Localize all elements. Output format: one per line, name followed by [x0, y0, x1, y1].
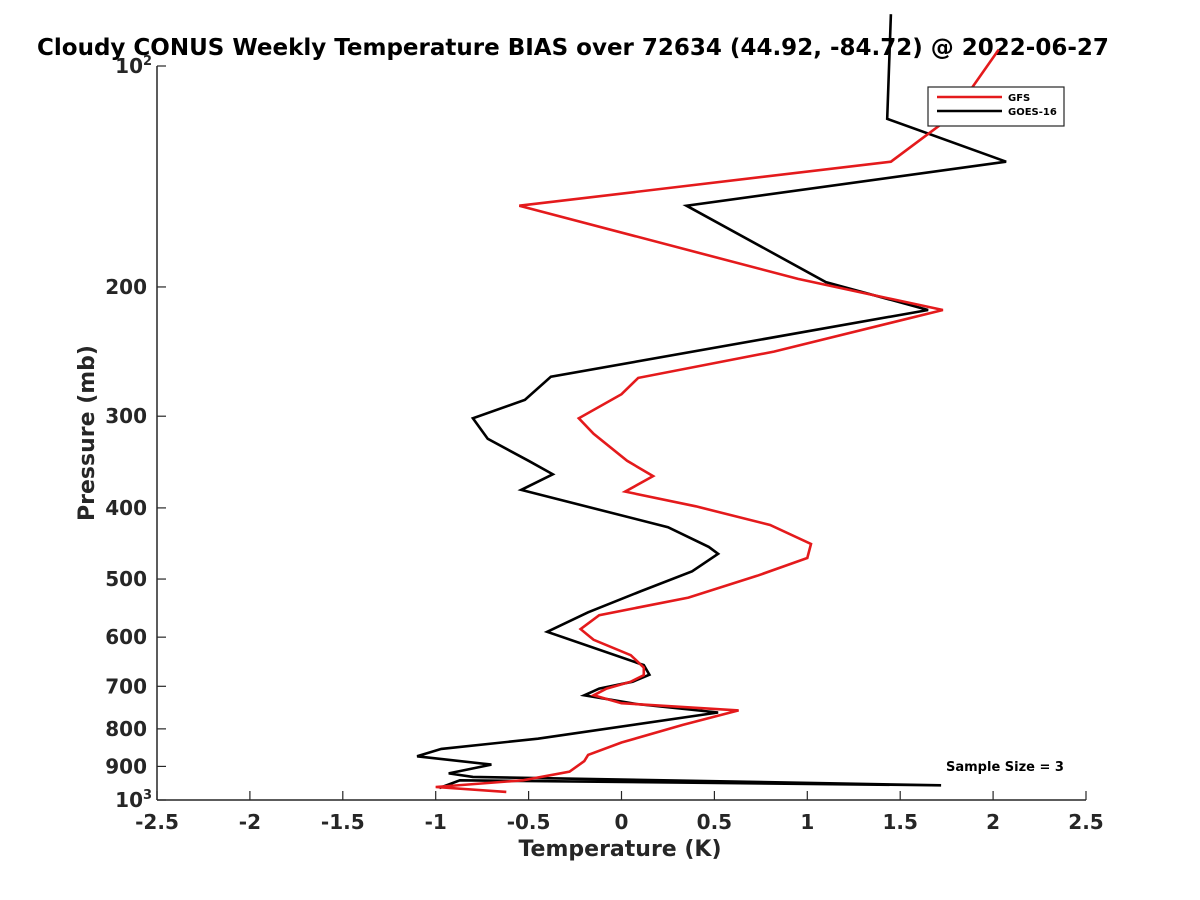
x-tick-label: 0	[615, 810, 629, 834]
y-tick-label: 400	[105, 496, 147, 520]
series-line-gfs	[435, 48, 1000, 794]
y-tick-label: 500	[105, 567, 147, 591]
y-axis-label: Pressure (mb)	[75, 345, 100, 521]
x-tick-label: -1	[425, 810, 447, 834]
y-tick-label: 800	[105, 717, 147, 741]
y-tick-label: 300	[105, 404, 147, 428]
y-tick-label: 200	[105, 275, 147, 299]
x-tick-label: -2	[239, 810, 261, 834]
legend-box	[927, 86, 1065, 127]
series-layer	[416, 14, 1007, 794]
x-tick-label: 1	[800, 810, 814, 834]
legend: GFS GOES-16	[927, 86, 1065, 127]
y-tick-exponent: 3	[143, 788, 152, 803]
x-tick-label: 1.5	[882, 810, 917, 834]
x-tick-label: -1.5	[321, 810, 365, 834]
y-tick-label: 10	[115, 54, 143, 78]
x-tick-label: 0.5	[697, 810, 732, 834]
legend-label: GOES-16	[1008, 107, 1057, 118]
y-tick-exponent: 2	[143, 54, 152, 69]
y-tick-label: 10	[115, 788, 143, 812]
legend-label: GFS	[1008, 93, 1030, 104]
x-tick-label: 2.5	[1068, 810, 1103, 834]
sample-size-annotation: Sample Size = 3	[946, 760, 1064, 775]
x-tick-label: -0.5	[507, 810, 551, 834]
axes: -2.5 -2 -1.5 -1 -0.5 0 0.5 1 1.5 2 2.510 2200300400…	[105, 54, 1103, 834]
chart-title: Cloudy CONUS Weekly Temperature BIAS ove…	[37, 35, 1109, 61]
x-tick-label: 2	[986, 810, 1000, 834]
y-tick-label: 900	[105, 754, 147, 778]
x-axis-label: Temperature (K)	[518, 837, 721, 862]
x-tick-label: -2.5	[135, 810, 179, 834]
y-tick-label: 600	[105, 625, 147, 649]
y-tick-label: 700	[105, 674, 147, 698]
series-line-goes-16	[416, 14, 1007, 790]
